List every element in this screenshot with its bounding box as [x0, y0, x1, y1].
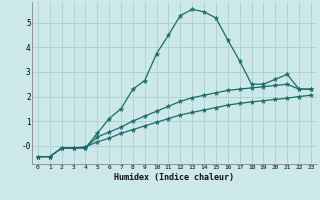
X-axis label: Humidex (Indice chaleur): Humidex (Indice chaleur): [115, 173, 234, 182]
